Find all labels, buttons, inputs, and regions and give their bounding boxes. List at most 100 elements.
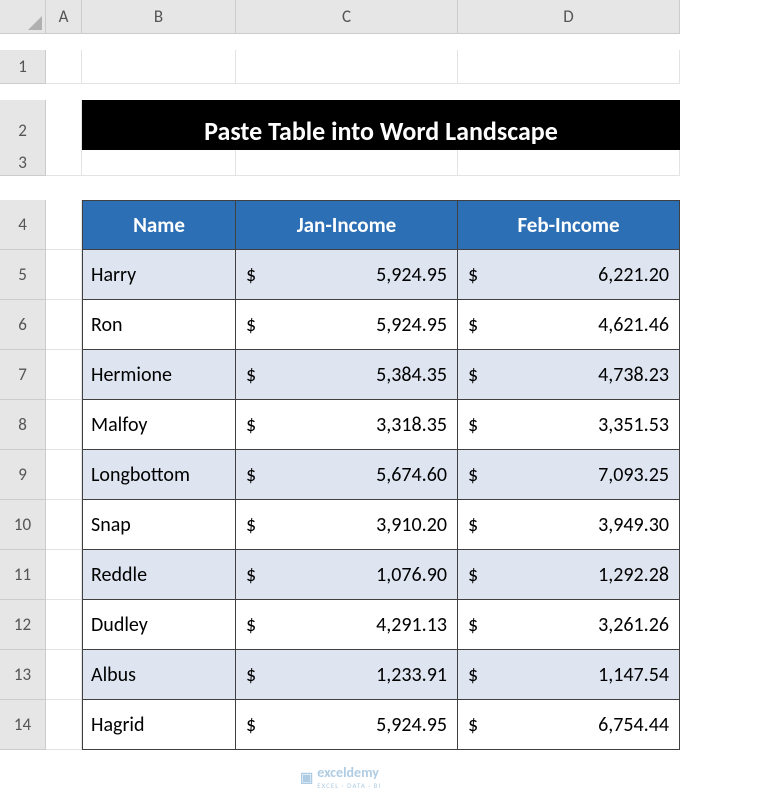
cell-A9[interactable] (46, 450, 82, 500)
currency-value: 4,291.13 (376, 613, 447, 637)
currency-value: 5,384.35 (376, 363, 447, 387)
watermark: ▣ exceldemy EXCEL · DATA · BI (300, 764, 381, 790)
col-head-A[interactable]: A (46, 0, 82, 34)
table-cell-feb[interactable]: $6,221.20 (458, 250, 680, 300)
table-cell-jan[interactable]: $3,910.20 (236, 500, 458, 550)
cell-A1[interactable] (46, 50, 82, 84)
currency-value: 1,147.54 (598, 663, 669, 687)
cell-A14[interactable] (46, 700, 82, 750)
watermark-icon: ▣ (300, 769, 313, 786)
currency-symbol: $ (246, 413, 256, 437)
spreadsheet-grid: A B C D 1 2 Paste Table into Word Landsc… (0, 0, 768, 750)
table-cell-jan[interactable]: $5,384.35 (236, 350, 458, 400)
table-header-feb[interactable]: Feb-Income (458, 200, 680, 250)
table-cell-feb[interactable]: $1,292.28 (458, 550, 680, 600)
currency-value: 7,093.25 (598, 463, 669, 487)
table-header-name[interactable]: Name (82, 200, 236, 250)
currency-symbol: $ (468, 613, 478, 637)
currency-value: 4,738.23 (598, 363, 669, 387)
col-head-B[interactable]: B (82, 0, 236, 34)
table-cell-jan[interactable]: $5,924.95 (236, 300, 458, 350)
cell-A8[interactable] (46, 400, 82, 450)
cell-A7[interactable] (46, 350, 82, 400)
cell-A5[interactable] (46, 250, 82, 300)
row-head-12[interactable]: 12 (0, 600, 46, 650)
currency-symbol: $ (468, 363, 478, 387)
currency-value: 1,292.28 (598, 563, 669, 587)
table-cell-jan[interactable]: $1,076.90 (236, 550, 458, 600)
table-cell-feb[interactable]: $6,754.44 (458, 700, 680, 750)
row-head-5[interactable]: 5 (0, 250, 46, 300)
table-cell-name[interactable]: Reddle (82, 550, 236, 600)
row-head-6[interactable]: 6 (0, 300, 46, 350)
watermark-tagline: EXCEL · DATA · BI (317, 781, 381, 790)
table-cell-name[interactable]: Dudley (82, 600, 236, 650)
currency-symbol: $ (468, 563, 478, 587)
currency-value: 1,076.90 (376, 563, 447, 587)
cell-C1[interactable] (236, 50, 458, 84)
currency-symbol: $ (246, 263, 256, 287)
row-head-8[interactable]: 8 (0, 400, 46, 450)
cell-A11[interactable] (46, 550, 82, 600)
row-head-7[interactable]: 7 (0, 350, 46, 400)
currency-value: 5,924.95 (376, 263, 447, 287)
currency-symbol: $ (246, 663, 256, 687)
currency-symbol: $ (246, 463, 256, 487)
currency-value: 6,754.44 (598, 713, 669, 737)
row-head-11[interactable]: 11 (0, 550, 46, 600)
cell-A13[interactable] (46, 650, 82, 700)
cell-C3[interactable] (236, 150, 458, 176)
row-head-4[interactable]: 4 (0, 200, 46, 250)
cell-D3[interactable] (458, 150, 680, 176)
table-cell-feb[interactable]: $1,147.54 (458, 650, 680, 700)
cell-A10[interactable] (46, 500, 82, 550)
row-head-10[interactable]: 10 (0, 500, 46, 550)
table-cell-jan[interactable]: $5,924.95 (236, 700, 458, 750)
table-cell-jan[interactable]: $1,233.91 (236, 650, 458, 700)
currency-symbol: $ (246, 713, 256, 737)
cell-B3[interactable] (82, 150, 236, 176)
cell-D1[interactable] (458, 50, 680, 84)
watermark-brand: exceldemy (317, 764, 379, 781)
currency-symbol: $ (246, 563, 256, 587)
currency-value: 5,674.60 (376, 463, 447, 487)
row-head-1[interactable]: 1 (0, 50, 46, 84)
col-head-D[interactable]: D (458, 0, 680, 34)
table-cell-jan[interactable]: $5,674.60 (236, 450, 458, 500)
table-cell-jan[interactable]: $5,924.95 (236, 250, 458, 300)
cell-A12[interactable] (46, 600, 82, 650)
table-cell-feb[interactable]: $7,093.25 (458, 450, 680, 500)
row-head-3[interactable]: 3 (0, 150, 46, 176)
table-cell-feb[interactable]: $4,738.23 (458, 350, 680, 400)
table-cell-feb[interactable]: $3,351.53 (458, 400, 680, 450)
table-cell-name[interactable]: Hermione (82, 350, 236, 400)
cell-A4[interactable] (46, 200, 82, 250)
currency-symbol: $ (468, 513, 478, 537)
table-cell-name[interactable]: Longbottom (82, 450, 236, 500)
table-cell-name[interactable]: Albus (82, 650, 236, 700)
col-head-C[interactable]: C (236, 0, 458, 34)
table-cell-name[interactable]: Malfoy (82, 400, 236, 450)
currency-symbol: $ (246, 313, 256, 337)
table-cell-feb[interactable]: $3,949.30 (458, 500, 680, 550)
table-cell-feb[interactable]: $4,621.46 (458, 300, 680, 350)
table-cell-feb[interactable]: $3,261.26 (458, 600, 680, 650)
row-head-13[interactable]: 13 (0, 650, 46, 700)
cell-B1[interactable] (82, 50, 236, 84)
row-head-9[interactable]: 9 (0, 450, 46, 500)
currency-symbol: $ (468, 663, 478, 687)
row-head-14[interactable]: 14 (0, 700, 46, 750)
table-cell-jan[interactable]: $4,291.13 (236, 600, 458, 650)
select-all-corner[interactable] (0, 0, 46, 34)
currency-value: 3,351.53 (598, 413, 669, 437)
currency-symbol: $ (468, 413, 478, 437)
currency-value: 4,621.46 (598, 313, 669, 337)
table-cell-name[interactable]: Ron (82, 300, 236, 350)
table-cell-name[interactable]: Snap (82, 500, 236, 550)
table-header-jan[interactable]: Jan-Income (236, 200, 458, 250)
table-cell-name[interactable]: Harry (82, 250, 236, 300)
table-cell-jan[interactable]: $3,318.35 (236, 400, 458, 450)
table-cell-name[interactable]: Hagrid (82, 700, 236, 750)
cell-A6[interactable] (46, 300, 82, 350)
cell-A3[interactable] (46, 150, 82, 176)
